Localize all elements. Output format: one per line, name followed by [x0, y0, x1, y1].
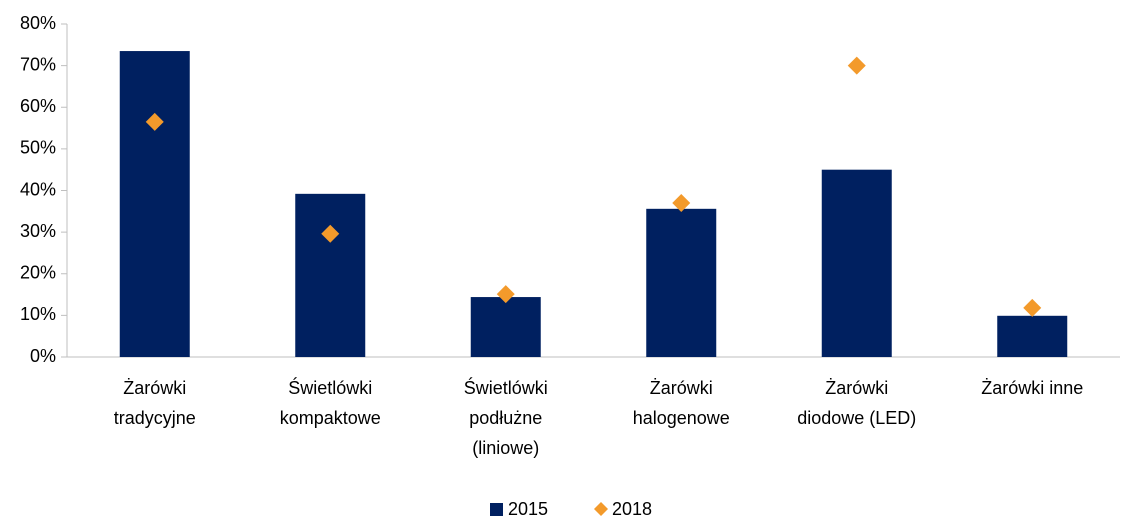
y-tick-label: 40% [20, 179, 56, 199]
x-tick-label: Żarówki [123, 378, 186, 398]
x-tick-label: diodowe (LED) [797, 408, 916, 428]
diamond-marker [496, 285, 515, 304]
y-tick-label: 20% [20, 263, 56, 283]
bar [119, 51, 190, 358]
x-tick-label: Żarówki [650, 378, 713, 398]
legend-label: 2015 [508, 499, 548, 518]
y-tick-label: 50% [20, 138, 56, 158]
x-tick-label: halogenowe [633, 408, 730, 428]
y-tick-label: 60% [20, 96, 56, 116]
bar [997, 315, 1068, 357]
bar [470, 297, 541, 357]
x-tick-label: Świetlówki [288, 377, 372, 398]
y-tick-label: 30% [20, 221, 56, 241]
x-tick-label: kompaktowe [280, 408, 381, 428]
y-tick-label: 80% [20, 13, 56, 33]
diamond-marker [1023, 298, 1042, 317]
y-tick-label: 70% [20, 54, 56, 74]
y-tick-label: 10% [20, 304, 56, 324]
x-tick-label: Żarówki [825, 378, 888, 398]
bar [646, 208, 717, 357]
legend-marker [594, 502, 608, 516]
legend-label: 2018 [612, 499, 652, 518]
x-tick-label: Żarówki inne [981, 378, 1083, 398]
x-tick-label: podłużne [469, 408, 542, 428]
diamond-marker [321, 224, 340, 243]
bar [821, 169, 892, 357]
y-tick-label: 0% [30, 346, 56, 366]
x-tick-label: tradycyjne [114, 408, 196, 428]
diamond-marker [672, 193, 691, 212]
legend-marker [490, 503, 503, 516]
x-tick-label: Świetlówki [464, 377, 548, 398]
x-tick-label: (liniowe) [472, 438, 539, 458]
diamond-marker [847, 56, 866, 75]
bar [295, 193, 366, 357]
diamond-marker [145, 112, 164, 131]
